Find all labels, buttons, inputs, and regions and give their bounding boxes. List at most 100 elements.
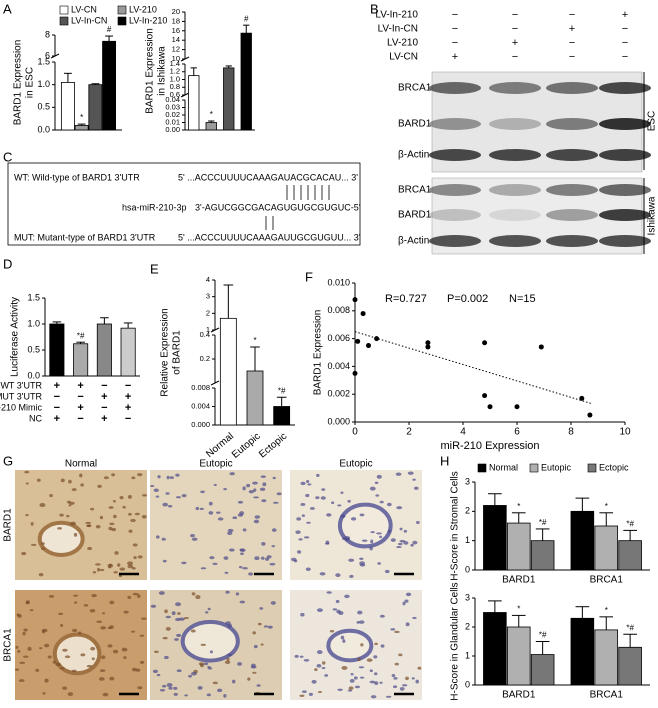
nucleus <box>213 483 217 487</box>
panel-label: G <box>3 453 13 468</box>
nucleus <box>23 628 28 632</box>
x-tick-label: Eutopic <box>230 431 263 461</box>
nucleus <box>208 501 213 506</box>
nucleus <box>260 475 266 479</box>
nucleus <box>413 486 419 490</box>
nucleus <box>60 478 65 483</box>
nucleus <box>122 505 126 509</box>
nucleus <box>299 694 305 698</box>
bar <box>120 327 136 377</box>
nucleus <box>123 610 129 614</box>
point <box>425 344 431 350</box>
nucleus <box>411 677 415 680</box>
gland <box>52 632 102 676</box>
nucleus <box>405 676 409 681</box>
nucleus <box>377 562 381 565</box>
nucleus <box>295 530 301 535</box>
nucleus <box>342 639 346 643</box>
nucleus <box>242 486 246 491</box>
nucleus <box>271 528 277 532</box>
y-tick-label: 0.008 <box>191 383 210 392</box>
nucleus <box>59 667 65 670</box>
row-label: BARD1 <box>3 508 14 542</box>
nucleus <box>86 664 93 668</box>
nucleus <box>380 644 385 648</box>
condition-sign: + <box>101 391 107 403</box>
nucleus <box>237 500 244 504</box>
nucleus <box>162 559 167 563</box>
y-tick-label: 1.2 <box>170 67 180 76</box>
nucleus <box>91 593 97 598</box>
nucleus <box>41 542 45 545</box>
nucleus <box>71 628 78 633</box>
nucleus <box>405 622 410 627</box>
panel-label: A <box>3 1 12 16</box>
nucleus <box>73 532 78 537</box>
y-tick-label: 0.8 <box>170 82 180 91</box>
bar <box>483 505 507 571</box>
nucleus <box>396 546 402 549</box>
significance-marker: *# <box>539 631 547 640</box>
nucleus <box>95 563 101 566</box>
nucleus <box>357 610 363 615</box>
nucleus <box>373 672 378 676</box>
nucleus <box>216 511 221 514</box>
nucleus <box>410 543 414 547</box>
nucleus <box>379 614 385 618</box>
nucleus <box>169 476 175 480</box>
legend-label: LV-In-210 <box>129 15 167 25</box>
nucleus <box>329 629 335 633</box>
y-tick-label: 0.002 <box>327 389 350 399</box>
nucleus <box>101 655 106 660</box>
condition-label: MUT 3'UTR <box>0 391 42 401</box>
nucleus <box>227 528 234 533</box>
annotation: P=0.002 <box>447 293 488 305</box>
point <box>579 395 585 401</box>
nucleus <box>379 535 383 539</box>
nucleus <box>320 496 326 500</box>
nucleus <box>358 620 365 624</box>
x-tick-label: BARD1 <box>502 690 536 701</box>
nucleus <box>299 655 304 658</box>
gland <box>37 520 85 557</box>
nucleus <box>96 567 101 572</box>
condition-sign: − <box>452 9 458 21</box>
nucleus <box>127 495 132 499</box>
condition-sign: − <box>622 37 628 49</box>
nucleus <box>305 493 310 498</box>
nucleus <box>227 653 233 656</box>
y-axis-label: of BARD1 <box>172 330 183 375</box>
nucleus <box>107 563 114 568</box>
nucleus <box>181 494 187 498</box>
nucleus <box>155 535 160 539</box>
nucleus <box>17 613 22 618</box>
nucleus <box>207 665 211 668</box>
nucleus <box>17 649 21 653</box>
condition-label: WT 3'UTR <box>0 380 42 390</box>
x-tick-label: 4 <box>460 427 466 438</box>
y-tick-label: 3 <box>465 592 470 602</box>
nucleus <box>326 513 332 517</box>
nucleus <box>30 543 37 546</box>
bar <box>73 343 89 377</box>
nucleus <box>260 643 264 646</box>
nucleus <box>131 476 136 480</box>
nucleus <box>112 649 119 654</box>
condition-sign: − <box>101 380 107 392</box>
nucleus <box>130 518 136 523</box>
bar <box>570 617 595 686</box>
legend-swatch <box>477 463 487 473</box>
nucleus <box>109 600 115 605</box>
gland <box>337 502 393 549</box>
condition-sign: − <box>512 51 518 63</box>
nucleus <box>370 539 374 544</box>
condition-label: LV-210 <box>387 38 418 49</box>
nucleus <box>379 500 384 504</box>
y-tick-label: 1.0 <box>37 79 50 89</box>
nucleus <box>223 487 227 491</box>
x-tick-label: 8 <box>568 427 574 438</box>
y-tick-label: 0.01 <box>165 117 180 126</box>
y-tick-label: 1 <box>465 650 470 660</box>
nucleus <box>252 631 256 635</box>
bar <box>618 646 642 686</box>
